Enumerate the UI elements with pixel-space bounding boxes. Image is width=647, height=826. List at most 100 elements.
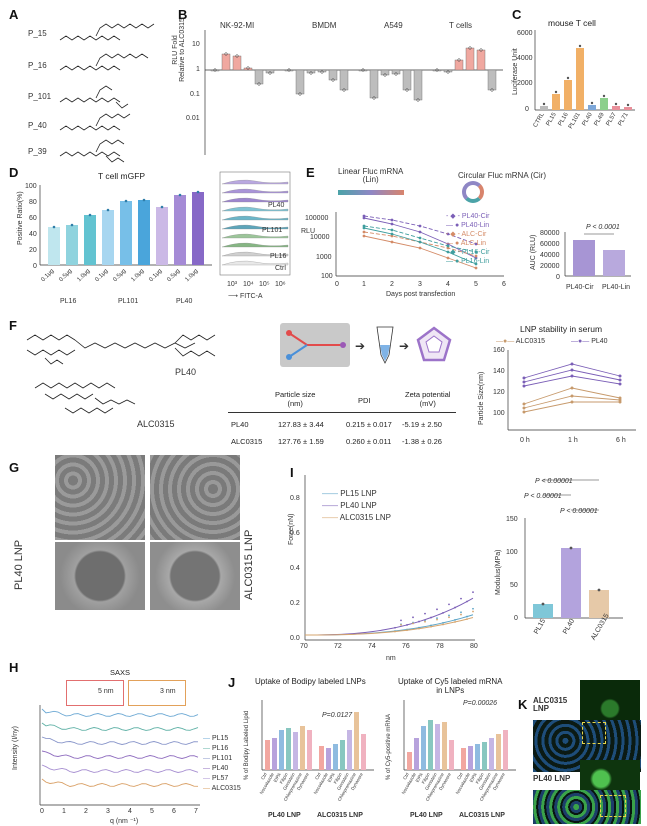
x-tick: 10⁵ — [259, 281, 270, 288]
circular-label: Circular Fluc mRNA (Cir) — [458, 171, 546, 180]
data-point — [213, 68, 217, 72]
data-point — [468, 46, 472, 50]
y-axis-label: % of Cy5-positive mRNA — [386, 713, 392, 780]
panel-label-f: F — [9, 318, 17, 333]
bar — [576, 48, 584, 110]
data-point — [460, 613, 462, 616]
legend-item-label: PL40-Cir — [461, 213, 490, 220]
table-header: PDI — [358, 396, 371, 405]
data-point — [106, 208, 110, 212]
chart-title: T cell mGFP — [98, 171, 146, 181]
x-axis-label: Days post transfection — [386, 291, 456, 298]
data-point — [570, 368, 574, 372]
bar — [369, 69, 379, 99]
data-point — [424, 620, 426, 623]
group-label: PL40 — [176, 298, 193, 305]
table-header: Particle size (nm) — [275, 390, 316, 408]
p-value: P=0.00026 — [463, 700, 498, 707]
saxs-chart — [39, 705, 200, 806]
y-tick: 160 — [493, 347, 505, 354]
data-point — [430, 625, 432, 628]
y-tick: 40000 — [540, 252, 560, 259]
x-tick: 7 — [194, 808, 198, 815]
data-point — [472, 591, 474, 594]
bar — [284, 69, 294, 72]
lipid-label: PL40 — [175, 367, 197, 377]
p-value: P < 0.0001 — [586, 224, 620, 231]
legend-swatch: — — [203, 775, 212, 782]
x-tick: 10³ — [227, 281, 238, 288]
bar — [449, 740, 454, 770]
legend-item: — PL15 — [203, 735, 241, 742]
legend-swatch: —— — [322, 513, 340, 522]
saxs-trace — [41, 764, 199, 773]
x-tick: PL57 — [606, 111, 619, 127]
group-label: T cells — [449, 21, 472, 30]
x-tick: 1 h — [568, 437, 578, 444]
data-point — [362, 216, 366, 220]
histogram-trace — [221, 215, 289, 221]
bar — [432, 69, 442, 72]
legend-item-label: ALC0315 LNP — [339, 513, 391, 522]
legend-item-label: ALC0315 — [211, 785, 241, 792]
bar — [243, 67, 253, 71]
data-point — [196, 190, 200, 194]
bar — [476, 49, 486, 71]
bar — [435, 724, 440, 770]
data-point — [542, 102, 546, 106]
flow-histogram — [219, 171, 291, 276]
legend-item: - ◆ - ALC-Cir — [446, 231, 490, 238]
data-point — [124, 199, 128, 203]
histogram-trace — [221, 197, 289, 203]
x-tick: 0.5μg — [112, 268, 127, 283]
bar — [192, 192, 204, 265]
x-tick: 5 — [474, 281, 478, 288]
legend-swatch: —●— — [496, 338, 516, 345]
data-point — [390, 228, 394, 232]
p-value: P < 0.00001 — [560, 508, 598, 515]
data-point — [442, 612, 444, 614]
linear-label: Linear Fluc mRNA (Lin) — [338, 167, 404, 184]
legend-item: — ● PL40-Lin — [446, 222, 490, 229]
chart-title: LNP stability in serum — [520, 324, 603, 334]
structure-diagram — [59, 23, 155, 163]
bar — [265, 740, 270, 770]
bar — [468, 746, 473, 770]
data-point — [541, 602, 545, 606]
y-tick: 0.0 — [290, 635, 300, 642]
data-point — [390, 222, 394, 226]
y-tick: 50 — [510, 582, 518, 589]
legend-swatch: - ◆ - — [446, 249, 462, 256]
x-tick: 0 — [335, 281, 339, 288]
bar — [156, 207, 168, 265]
data-point — [618, 382, 622, 386]
table-cell-size: 127.76 ± 1.59 — [278, 437, 324, 446]
force-curve-chart — [304, 475, 475, 641]
tube-icon — [376, 326, 394, 364]
x-tick: Filipin — [279, 772, 289, 785]
histogram-trace — [221, 260, 289, 266]
x-tick: EIPA — [273, 772, 282, 783]
data-point — [235, 54, 239, 58]
microfluidic-schematic — [286, 330, 346, 360]
bar — [414, 738, 419, 770]
table-cell-pdi: 0.215 ± 0.017 — [346, 420, 392, 429]
data-point — [446, 242, 450, 246]
y-axis-label: RLU Fold Relative to ALC0315 — [172, 18, 186, 82]
bar — [358, 69, 368, 72]
group-label: PL40 LNP — [268, 812, 301, 819]
data-point — [405, 88, 409, 92]
y-tick: 100 — [506, 549, 518, 556]
table-cell-zeta: -1.38 ± 0.26 — [402, 437, 442, 446]
data-point — [142, 198, 146, 202]
histogram-trace — [221, 251, 289, 257]
panel-label-c: C — [512, 7, 522, 22]
data-point — [446, 232, 450, 236]
data-point — [390, 234, 394, 238]
chart-title: Uptake of Bodipy labeled LNPs — [255, 677, 366, 686]
chart-title: SAXS — [110, 668, 131, 677]
x-tick: 72 — [334, 643, 342, 650]
data-point — [88, 213, 92, 217]
y-tick: 100 — [493, 410, 505, 417]
